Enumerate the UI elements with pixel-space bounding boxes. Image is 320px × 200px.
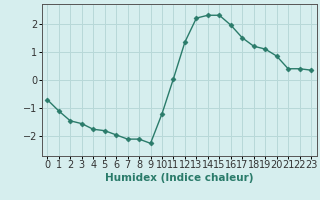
X-axis label: Humidex (Indice chaleur): Humidex (Indice chaleur) bbox=[105, 173, 253, 183]
